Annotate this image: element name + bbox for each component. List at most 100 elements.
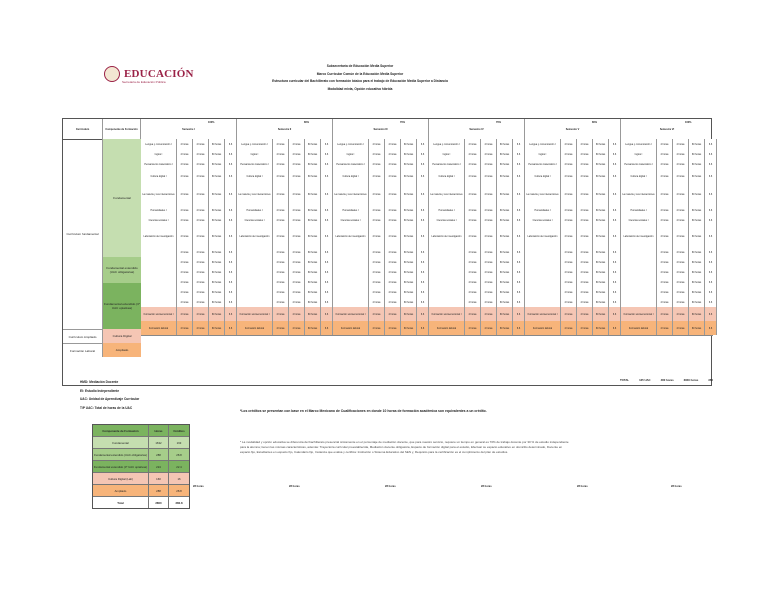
value-cell: 60 horas (209, 169, 225, 183)
value-cell: 6.6 (225, 225, 237, 247)
value-cell: 60 horas (497, 215, 513, 225)
value-cell: 4 horas (465, 247, 481, 257)
value-cell: 60 horas (209, 215, 225, 225)
value-cell: 4 horas (289, 183, 305, 205)
subject-cell: La materia y sus interacciones (525, 183, 561, 205)
value-cell: 4 horas (369, 307, 385, 321)
value-cell: 4 horas (385, 183, 401, 205)
subject-cell: Humanidades I (621, 205, 657, 215)
subject-cell (141, 257, 177, 267)
value-cell: 4 horas (673, 225, 689, 247)
subject-cell (141, 297, 177, 307)
value-cell: 4 horas (177, 307, 193, 321)
value-cell: 4 horas (561, 205, 577, 215)
value-cell: 4 horas (481, 149, 497, 159)
value-cell: 4 horas (369, 297, 385, 307)
value-cell: 6.6 (321, 267, 333, 277)
value-cell: 6.6 (321, 257, 333, 267)
value-cell: 6.6 (705, 159, 717, 169)
value-cell: 4 horas (193, 267, 209, 277)
sem-4-pct: 70% (496, 121, 502, 124)
value-cell: 4 horas (465, 225, 481, 247)
value-cell: 4 horas (561, 267, 577, 277)
value-cell: 4 horas (385, 297, 401, 307)
value-cell: 6.6 (705, 307, 717, 321)
subject-cell: Formación laboral (525, 321, 561, 335)
value-cell: 6.6 (321, 183, 333, 205)
subject-cell: Pensamiento matemático I (621, 159, 657, 169)
value-cell: 60 horas (305, 149, 321, 159)
value-cell: 4 horas (481, 247, 497, 257)
value-cell: 6.6 (225, 149, 237, 159)
header-sem-6: Semestre VI (621, 119, 713, 139)
subject-cell: Lengua y comunicación I (333, 139, 369, 149)
value-cell: 4 horas (193, 169, 209, 183)
header-sem-3-label: Semestre III (373, 127, 388, 131)
value-cell: 4 horas (385, 257, 401, 267)
summary-cell: Cultura Digital (Lab) (93, 473, 149, 484)
component-extendido-oblig: Fundamental extendido (UAC obligatorias) (103, 257, 141, 283)
header-sem-1-label: Semestre I (182, 127, 195, 131)
value-cell: 4 horas (481, 267, 497, 277)
summary-cell: 288 (149, 485, 169, 496)
subject-cell (525, 257, 561, 267)
logo-subtitle: Secretaría de Educación Pública (122, 80, 166, 84)
summary-cell: 28.8 (176, 488, 182, 493)
value-cell: 4 horas (673, 277, 689, 287)
table-row: 4 horas 4 horas 60 horas 6.6 4 horas 4 horas 6… (141, 257, 717, 268)
value-cell: 60 horas (305, 205, 321, 215)
value-cell: 4 horas (561, 321, 577, 335)
value-cell: 6.6 (705, 287, 717, 297)
value-cell: 6.6 (513, 149, 525, 159)
value-cell: 60 horas (593, 307, 609, 321)
value-cell: 60 horas (209, 183, 225, 205)
subject-cell: La materia y sus interacciones (429, 183, 465, 205)
summary-header-hours: Horas (149, 425, 169, 436)
value-cell: 4 horas (385, 277, 401, 287)
subject-cell: Laboratorio de investigación (237, 225, 273, 247)
value-cell: 4 horas (561, 225, 577, 247)
value-cell: 60 horas (689, 321, 705, 335)
subject-cell: Inglés I (621, 149, 657, 159)
value-cell: 6.6 (417, 159, 429, 169)
subject-cell: La materia y sus interacciones (333, 183, 369, 205)
subject-cell (525, 297, 561, 307)
value-cell: 4 horas (177, 287, 193, 297)
value-cell: 4 horas (657, 297, 673, 307)
summary-total-row: Total 2800 280.8 (93, 497, 189, 508)
value-cell: 60 horas (401, 267, 417, 277)
legend-item: T/P UAC: Total de horas de la UAC (80, 405, 133, 410)
value-cell: 60 horas (593, 257, 609, 267)
value-cell: 6.6 (417, 267, 429, 277)
value-cell: 6.6 (321, 287, 333, 297)
title-2: Marco Curricular Común de la Educación M… (316, 71, 404, 76)
value-cell: 6.6 (321, 169, 333, 183)
value-cell: 6.6 (225, 257, 237, 267)
value-cell: 4 horas (369, 287, 385, 297)
value-cell: 4 horas (657, 149, 673, 159)
subject-cell: Inglés I (141, 149, 177, 159)
subject-cell (141, 277, 177, 287)
value-cell: 6.6 (513, 297, 525, 307)
subject-cell: Laboratorio de investigación (429, 225, 465, 247)
value-cell: 4 horas (657, 169, 673, 183)
value-cell: 4 horas (369, 139, 385, 149)
value-cell: 6.6 (705, 215, 717, 225)
subject-cell: Inglés I (429, 149, 465, 159)
side-formacion-laboral: Formación Laboral (63, 343, 103, 357)
value-cell: 60 horas (689, 139, 705, 149)
subject-cell: Laboratorio de investigación (333, 225, 369, 247)
value-cell: 6.6 (705, 257, 717, 267)
value-cell: 60 horas (209, 267, 225, 277)
value-cell: 4 horas (673, 159, 689, 169)
value-cell: 6.6 (705, 139, 717, 149)
value-cell: 6.6 (609, 321, 621, 335)
value-cell: 60 horas (593, 183, 609, 205)
value-cell: 4 horas (561, 139, 577, 149)
value-cell: 60 horas (497, 139, 513, 149)
summary-header-credits: Créditos (173, 428, 185, 433)
value-cell: 4 horas (657, 159, 673, 169)
subject-cell: Laboratorio de investigación (621, 225, 657, 247)
